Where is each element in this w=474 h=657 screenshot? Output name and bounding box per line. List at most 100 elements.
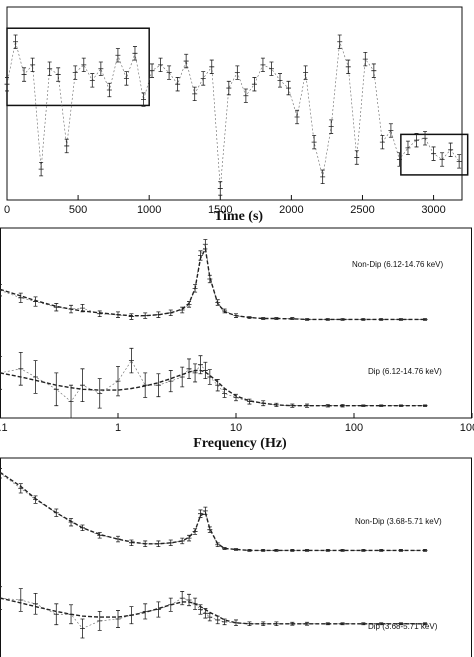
error-bar: [68, 384, 74, 419]
error-bar: [320, 169, 326, 184]
error-bar: [273, 317, 279, 320]
error-bar: [18, 292, 24, 303]
error-bar: [207, 612, 213, 622]
error-bar: [215, 379, 221, 392]
error-bar: [202, 239, 208, 250]
error-bar: [13, 34, 19, 49]
error-bar: [354, 150, 360, 165]
error-bar: [405, 140, 411, 156]
error-bar: [197, 355, 203, 375]
error-bar: [72, 65, 78, 80]
error-bar: [142, 603, 148, 620]
error-bar: [202, 608, 208, 619]
highlight-box: [400, 133, 469, 176]
panel-label: Dip (3.68-5.71 keV): [368, 622, 438, 631]
error-bar: [123, 71, 129, 86]
error-bar: [155, 373, 161, 398]
error-bar: [132, 46, 138, 61]
error-bar: [186, 301, 192, 308]
data-line: [0, 243, 425, 320]
error-bar: [175, 77, 181, 92]
error-bar: [414, 133, 419, 148]
x-tick-label: 1: [115, 422, 121, 434]
error-bar: [179, 591, 185, 606]
error-bar: [268, 61, 274, 76]
error-bar: [97, 611, 103, 631]
error-bar: [422, 404, 428, 407]
error-bar: [371, 63, 377, 78]
error-bar: [202, 506, 208, 516]
error-bar: [97, 532, 103, 539]
x-tick-label: 1500: [208, 204, 232, 216]
error-bar: [233, 393, 239, 402]
error-bar: [233, 619, 239, 627]
error-bar: [166, 65, 172, 80]
error-bar: [222, 618, 228, 626]
x-tick-label: 0.1: [0, 422, 8, 434]
error-bar: [197, 250, 203, 261]
error-bar: [55, 67, 61, 82]
error-bar: [260, 57, 266, 73]
error-bar: [33, 592, 39, 615]
error-bar: [186, 358, 192, 380]
panel-label: Dip (6.12-14.76 keV): [368, 367, 442, 376]
error-bar: [179, 366, 185, 388]
error-bar: [360, 404, 366, 407]
error-bar: [422, 131, 428, 146]
error-bar: [422, 622, 428, 626]
error-bar: [286, 80, 292, 96]
error-bar: [33, 360, 39, 394]
error-bar: [422, 318, 428, 321]
error-bar: [304, 549, 310, 552]
error-bar: [68, 518, 74, 527]
error-bar: [128, 347, 134, 374]
error-bar: [277, 73, 283, 88]
error-bar: [98, 61, 104, 76]
error-bar: [155, 311, 161, 318]
panel-label: Non-Dip (3.68-5.71 keV): [355, 517, 442, 526]
error-bar: [53, 372, 59, 407]
error-bar: [439, 152, 445, 167]
error-bar: [18, 352, 24, 386]
error-bar: [197, 604, 203, 615]
error-bar: [260, 317, 266, 320]
error-bar: [155, 601, 161, 618]
error-bar: [448, 142, 454, 157]
error-bar: [115, 535, 121, 543]
model-line: [0, 597, 425, 625]
error-bar: [38, 161, 44, 177]
error-bar: [53, 303, 59, 312]
x-tick-label: 500: [69, 204, 87, 216]
error-bar: [79, 368, 85, 402]
model-line: [0, 246, 425, 321]
x-axis-label: Time (s): [214, 209, 263, 224]
error-bar: [422, 549, 428, 552]
error-bar: [294, 109, 300, 125]
error-bar: [141, 92, 146, 107]
error-bar: [222, 388, 228, 398]
error-bar: [200, 71, 206, 86]
error-bar: [431, 146, 437, 161]
x-axis-label: Frequency (Hz): [193, 436, 287, 451]
error-bar: [226, 80, 232, 96]
error-bar: [89, 73, 95, 88]
error-bar: [149, 63, 155, 78]
error-bar: [142, 372, 148, 398]
error-bar: [33, 296, 39, 307]
x-tick-label: 1000: [460, 422, 474, 434]
error-bar: [192, 86, 198, 102]
error-bar: [379, 134, 385, 150]
error-bar: [115, 610, 121, 628]
error-bar: [168, 370, 174, 393]
error-bar: [209, 59, 215, 74]
error-bar: [202, 361, 208, 380]
error-bar: [97, 378, 103, 409]
error-bar: [186, 534, 192, 542]
error-bar: [158, 57, 164, 73]
error-bar: [18, 588, 24, 612]
error-bar: [378, 622, 384, 626]
error-bar: [30, 57, 36, 73]
error-bar: [4, 77, 10, 92]
panel-label: Non-Dip (6.12-14.76 keV): [352, 260, 443, 269]
